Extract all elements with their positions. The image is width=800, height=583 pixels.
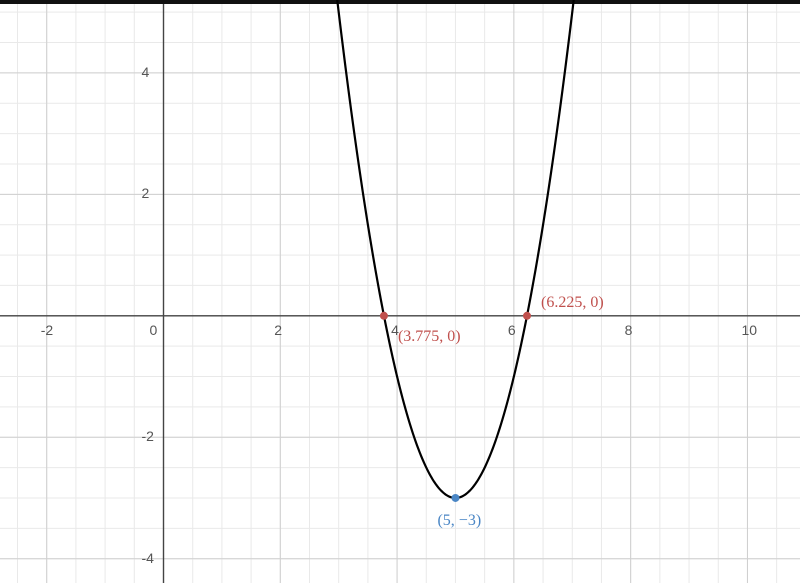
chart-svg (0, 0, 800, 583)
point-label-root-right: (6.225, 0) (541, 294, 604, 312)
x-tick-label: 6 (508, 322, 516, 338)
point-root-right (523, 312, 531, 320)
x-tick-label: 10 (741, 322, 757, 338)
y-tick-label: -2 (142, 428, 154, 444)
parabola-chart: (3.775, 0) (6.225, 0) (5, −3) -2 0 2 4 6 8 10 -4 -2… (0, 0, 800, 583)
x-tick-label: 2 (274, 322, 282, 338)
y-tick-label: 4 (142, 64, 150, 80)
point-vertex (451, 494, 459, 502)
y-tick-label: 2 (142, 185, 150, 201)
x-tick-label: 4 (391, 322, 399, 338)
point-label-root-left: (3.775, 0) (398, 328, 461, 346)
y-tick-label: -4 (142, 550, 154, 566)
point-root-left (380, 312, 388, 320)
x-tick-label: 0 (150, 322, 158, 338)
point-label-vertex: (5, −3) (437, 512, 481, 530)
x-tick-label: 8 (625, 322, 633, 338)
x-tick-label: -2 (41, 322, 53, 338)
